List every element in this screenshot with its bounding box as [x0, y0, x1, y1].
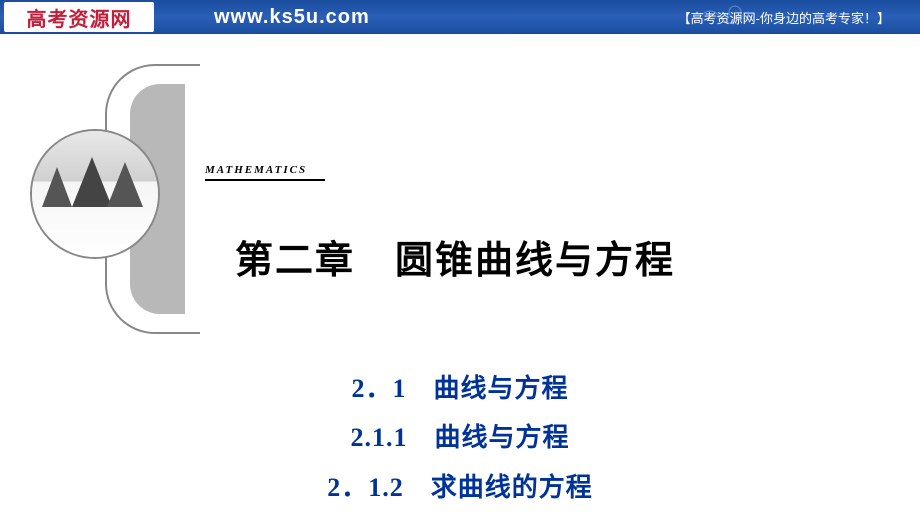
logo-container: 高考资源网	[4, 2, 154, 32]
site-url: www.ks5u.com	[214, 6, 370, 29]
section-item: 2．1 曲线与方程	[0, 364, 920, 413]
main-content: MATHEMATICS 第二章 圆锥曲线与方程 2．1 曲线与方程 2.1.1 …	[0, 34, 920, 512]
mathematics-label: MATHEMATICS	[205, 164, 307, 176]
section-item: 2．1.2 求曲线的方程	[0, 463, 920, 512]
tree-icon	[42, 167, 72, 207]
decorative-circle-image	[30, 129, 160, 259]
section-item: 2.1.1 曲线与方程	[0, 413, 920, 462]
logo-text: 高考资源网	[27, 3, 132, 32]
underline-decoration	[205, 179, 325, 181]
section-list: 2．1 曲线与方程 2.1.1 曲线与方程 2．1.2 求曲线的方程	[0, 364, 920, 512]
tagline-text: 【高考资源网-你身边的高考专家！】	[678, 8, 890, 27]
landscape-illustration	[32, 131, 158, 257]
chapter-title: 第二章 圆锥曲线与方程	[235, 229, 675, 284]
page-header: 高考资源网 www.ks5u.com 【高考资源网-你身边的高考专家！】	[0, 0, 920, 34]
tree-icon	[107, 162, 143, 207]
tree-icon	[72, 157, 112, 207]
chapter-header: MATHEMATICS 第二章 圆锥曲线与方程	[0, 44, 920, 304]
